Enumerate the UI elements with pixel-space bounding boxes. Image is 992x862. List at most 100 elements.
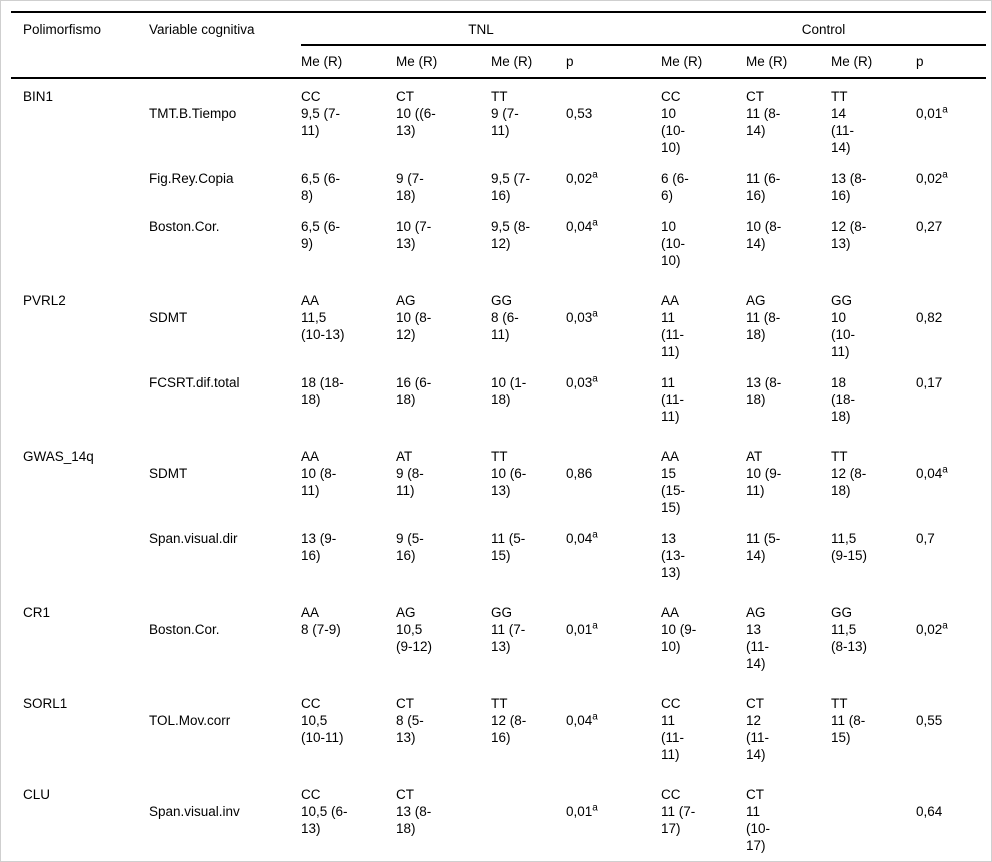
median-range-cell: 9 (7- 11) <box>491 106 519 138</box>
median-range-cell: 10 (6- 13) <box>491 466 527 498</box>
median-range-cell: 10,5 (10-11) <box>301 713 344 745</box>
median-range-cell: 12 (8- 16) <box>491 713 527 745</box>
median-range-cell: 10,5 (9-12) <box>396 622 433 654</box>
variable-name: TOL.Mov.corr <box>149 713 231 728</box>
p-value-cell: 0,02a <box>916 169 948 186</box>
genotype-label: CC <box>661 696 681 711</box>
median-range-cell: 11 (8- 14) <box>746 106 781 138</box>
genotype-label: AA <box>301 293 320 308</box>
p-value-cell: 0,04a <box>916 464 948 481</box>
p-superscript: a <box>592 711 598 723</box>
variable-row: Fig.Rey.Copia 6,5 (6- 8) 9 (7- 18) 9,5 (… <box>11 170 986 218</box>
median-range-cell: 15 (15- 15) <box>661 466 686 515</box>
median-range-cell: 10 (8- 14) <box>746 219 782 251</box>
p-value-cell: 0,17 <box>916 375 943 390</box>
median-range-cell: 10,5 (6- 13) <box>301 804 348 836</box>
p-value-cell: 0,86 <box>566 466 593 481</box>
p-value-cell: 0,01a <box>566 802 598 819</box>
genotype-label: AG <box>746 293 766 308</box>
genotype-label <box>831 777 916 803</box>
genotype-label: CT <box>746 696 765 711</box>
median-range-cell <box>491 803 566 861</box>
subheader-me-r: Me (R) <box>831 45 917 79</box>
variable-name: FCSRT.dif.total <box>149 375 240 390</box>
p-value-cell: 0,04a <box>566 711 598 728</box>
header-row-groups: Polimorfismo Variable cognitiva TNL Cont… <box>11 12 987 79</box>
median-range-cell: 11,5 (9-15) <box>831 531 868 563</box>
genotype-row: BIN1 CC CT TT CC CT TT <box>11 78 986 105</box>
genotype-label: AA <box>301 449 320 464</box>
median-range-cell: 8 (6- 11) <box>491 310 519 342</box>
subheader-me-r: Me (R) <box>661 45 747 79</box>
p-superscript: a <box>592 373 598 385</box>
median-range-cell: 10 (10- 10) <box>661 219 686 268</box>
gene-name: CR1 <box>23 605 51 620</box>
genotype-label: AA <box>661 449 680 464</box>
median-range-cell: 14 (11- 14) <box>831 106 855 155</box>
median-range-cell: 11,5 (8-13) <box>831 622 868 654</box>
p-value-cell: 0,02a <box>566 169 598 186</box>
p-superscript: a <box>942 464 948 476</box>
median-range-cell: 13 (9- 16) <box>301 531 337 563</box>
p-superscript: a <box>942 620 948 632</box>
median-range-cell: 8 (7-9) <box>301 622 341 637</box>
genotype-label: AT <box>746 449 763 464</box>
median-range-cell: 13 (13- 13) <box>661 531 686 580</box>
median-range-cell: 8 (5- 13) <box>396 713 424 745</box>
median-range-cell: 12 (8- 13) <box>831 219 867 251</box>
p-value-cell: 0,04a <box>566 529 598 546</box>
genotype-label: AG <box>396 605 416 620</box>
genotype-label: CC <box>661 89 681 104</box>
variable-name: Boston.Cor. <box>149 622 220 637</box>
genotype-label: CT <box>396 696 414 711</box>
subheader-me-r: Me (R) <box>301 45 396 79</box>
genotype-label: GG <box>491 605 513 620</box>
median-range-cell: 10 (10- 11) <box>831 310 856 359</box>
subheader-p: p <box>916 45 987 79</box>
subheader-me-r: Me (R) <box>746 45 832 79</box>
median-range-cell: 10 (10- 10) <box>661 106 686 155</box>
genotype-label: CC <box>301 89 321 104</box>
median-range-cell: 13 (8- 18) <box>396 804 432 836</box>
median-range-cell: 9 (7- 18) <box>396 171 424 203</box>
gene-name: SORL1 <box>23 696 68 711</box>
variable-name: Span.visual.inv <box>149 804 240 819</box>
genotype-label: TT <box>491 89 508 104</box>
genotype-label: CT <box>396 787 414 802</box>
gene-name: PVRL2 <box>23 293 66 308</box>
group-header-control: Control <box>661 12 987 46</box>
variable-row: Boston.Cor. 8 (7-9) 10,5 (9-12) 11 (7- 1… <box>11 621 986 686</box>
median-range-cell: 11 (8- 15) <box>831 713 866 745</box>
median-range-cell: 11 (5- 15) <box>491 531 526 563</box>
median-range-cell: 11 (6- 16) <box>746 171 781 203</box>
variable-row: Span.visual.inv 10,5 (6- 13) 13 (8- 18) … <box>11 802 986 861</box>
median-range-cell: 9,5 (8- 12) <box>491 219 531 251</box>
subheader-me-r: Me (R) <box>491 45 566 79</box>
median-range-cell: 10 (9- 10) <box>661 622 697 654</box>
genotype-label: AA <box>661 293 680 308</box>
genotype-label: GG <box>831 605 853 620</box>
genotype-row: SORL1 CC CT TT CC CT TT <box>11 686 986 712</box>
variable-name: SDMT <box>149 310 188 325</box>
genotype-label: CT <box>746 787 765 802</box>
median-range-cell: 10 (7- 13) <box>396 219 432 251</box>
header-variable-cognitiva: Variable cognitiva <box>149 12 301 79</box>
median-range-cell: 11 (10- 17) <box>746 804 771 853</box>
variable-row: FCSRT.dif.total 18 (18- 18) 16 (6- 18) 1… <box>11 374 986 439</box>
p-value-cell: 0,27 <box>916 219 943 234</box>
variable-name: Span.visual.dir <box>149 531 238 546</box>
genotype-label: CC <box>661 787 681 802</box>
p-superscript: a <box>592 217 598 229</box>
genotype-label: AG <box>396 293 416 308</box>
genotype-row: CR1 AA AG GG AA AG GG <box>11 595 986 621</box>
p-superscript: a <box>942 169 948 181</box>
genotype-row: CLU CC CT CC CT <box>11 777 986 803</box>
p-value-cell: 0,55 <box>916 713 943 728</box>
genotype-row: PVRL2 AA AG GG AA AG GG <box>11 283 986 309</box>
median-range-cell: 11 (11- 11) <box>661 713 685 762</box>
gene-name: CLU <box>23 787 51 802</box>
p-value-cell: 0,82 <box>916 310 943 325</box>
header-row-subcolumns: Me (R) Me (R) Me (R) p Me (R) Me (R) Me … <box>11 45 987 79</box>
p-value-cell: 0,7 <box>916 531 935 546</box>
variable-name: Boston.Cor. <box>149 219 220 234</box>
